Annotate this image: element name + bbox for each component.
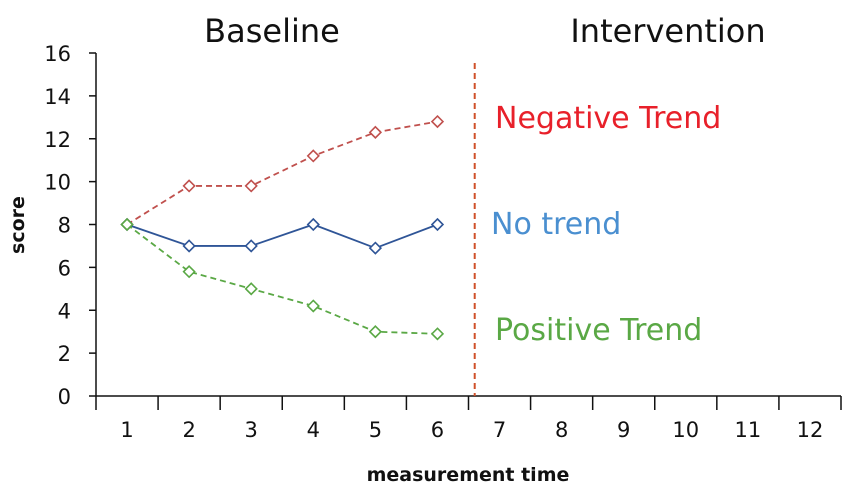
- data-point-marker: [182, 179, 196, 193]
- y-axis-title: score: [7, 196, 29, 254]
- y-tick-label: 6: [58, 256, 71, 280]
- data-point-marker: [430, 114, 445, 129]
- x-tick-label: 4: [307, 418, 320, 442]
- x-tick-label: 11: [735, 418, 762, 442]
- y-tick-label: 14: [44, 85, 71, 109]
- y-tick-label: 0: [58, 385, 71, 409]
- data-point-marker: [244, 179, 258, 193]
- x-axis-ticks: 1 2 3 4 5 6 7 8 9 10 11 12: [95, 396, 842, 442]
- data-point-marker: [368, 325, 383, 339]
- data-point-marker: [430, 327, 445, 341]
- x-tick-label: 8: [555, 418, 568, 442]
- data-point-marker: [120, 217, 134, 232]
- x-tick-label: 9: [617, 418, 630, 442]
- data-point-marker: [306, 299, 320, 313]
- axes: [95, 53, 841, 397]
- series-layer: [120, 114, 445, 341]
- data-point-marker: [182, 265, 196, 279]
- data-point-marker: [182, 239, 196, 253]
- phase-label-intervention: Intervention: [570, 12, 765, 50]
- x-tick-label: 1: [120, 418, 133, 442]
- y-tick-label: 16: [44, 42, 71, 66]
- x-tick-label: 5: [369, 418, 382, 442]
- data-point-marker: [244, 239, 258, 253]
- series-0: [120, 114, 445, 232]
- data-point-marker: [244, 282, 258, 296]
- phase-label-baseline: Baseline: [204, 12, 340, 50]
- annotation-negative-trend: Negative Trend: [495, 101, 721, 136]
- data-point-marker: [368, 241, 383, 255]
- y-axis-ticks: 0 2 4 6 8 10 12 14 16: [44, 42, 96, 409]
- x-tick-label: 2: [182, 418, 195, 442]
- x-tick-label: 6: [431, 418, 444, 442]
- y-tick-label: 8: [58, 214, 71, 238]
- data-point-marker: [368, 125, 383, 139]
- annotation-positive-trend: Positive Trend: [495, 313, 702, 348]
- data-point-marker: [430, 217, 445, 232]
- x-tick-label: 12: [797, 418, 824, 442]
- series-1: [120, 217, 445, 255]
- series-2: [120, 217, 445, 341]
- data-point-marker: [306, 149, 320, 163]
- series-line: [126, 120, 438, 226]
- series-line: [126, 223, 438, 250]
- y-tick-label: 4: [58, 299, 71, 323]
- y-tick-label: 10: [44, 171, 71, 195]
- x-tick-label: 7: [493, 418, 506, 442]
- x-tick-label: 10: [672, 418, 699, 442]
- data-point-marker: [306, 217, 320, 232]
- y-tick-label: 12: [44, 128, 71, 152]
- series-line: [126, 223, 438, 335]
- x-axis-title: measurement time: [367, 464, 570, 486]
- y-tick-label: 2: [58, 342, 71, 366]
- x-tick-label: 3: [245, 418, 258, 442]
- annotation-no-trend: No trend: [491, 207, 621, 242]
